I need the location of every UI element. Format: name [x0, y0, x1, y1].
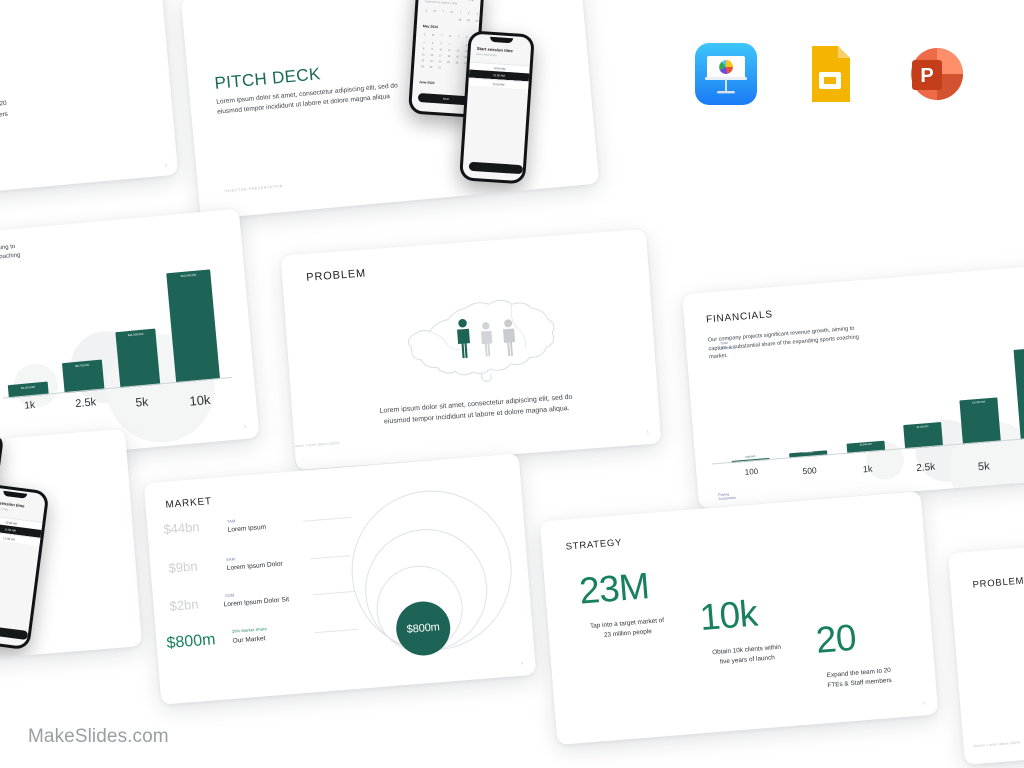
slide-title: STRATEGY: [565, 537, 623, 553]
slide-financials-right[interactable]: FINANCIALS Our company projects signific…: [682, 262, 1024, 509]
slide-strategy[interactable]: STRATEGY 23M Tap into a target market of…: [539, 491, 939, 745]
market-tag-2: SOM: [224, 592, 235, 599]
bar-value-label: $6,750,000: [916, 425, 929, 430]
stat-number-1: 10k: [698, 592, 759, 639]
market-value-3: $800m: [165, 631, 217, 653]
slide-body: ue growth, aiming tonding sports coachin…: [0, 243, 21, 264]
leader-line-2: [313, 590, 356, 595]
phone-notch: [2, 490, 27, 499]
bar-value-label: $11,500,000: [127, 331, 144, 338]
slide-source: Source: Lorem Ipsum (2024): [973, 740, 1021, 749]
slide-problem-right[interactable]: PROBLEM Source: Lorem Ipsum (2024): [948, 527, 1024, 765]
x-tick-label-1: 2.5k: [74, 396, 97, 411]
calendar-month-1: May 2024: [422, 24, 438, 30]
page-number: 5: [243, 423, 247, 429]
slide-strategy-partial[interactable]: k s within nch 20 Expand the team to 20 …: [0, 0, 179, 201]
slide-source: Source: Lorem Ipsum (2024): [292, 440, 340, 449]
phone-subheading: Pick a time of day: [0, 506, 9, 512]
keynote-icon[interactable]: [694, 42, 757, 105]
bar-2: $11,500,000: [115, 328, 161, 388]
stat-number-0: 23M: [577, 565, 651, 612]
bar-5: $25,000,000: [1013, 346, 1024, 440]
slide-title: PROBLEM: [972, 575, 1024, 591]
phone-mockup-time: Start session time Pick a time of day 10…: [459, 30, 535, 185]
svg-text:P: P: [920, 65, 933, 87]
time-confirm-button[interactable]: [468, 161, 524, 175]
slide-pitch-deck[interactable]: PITCH DECK Lorem ipsum dolor sit amet, c…: [180, 0, 600, 220]
time-confirm-button[interactable]: [0, 623, 29, 641]
market-tag-1: SAM: [225, 556, 236, 563]
map-outline: [408, 299, 555, 382]
powerpoint-icon[interactable]: P: [902, 42, 964, 104]
slide-title: FINANCIALS: [705, 309, 774, 326]
bar-value-label: $2,500,000: [20, 384, 36, 390]
bar-4: $11,500,000: [959, 397, 1001, 445]
phone-heading: Start session time: [476, 45, 513, 54]
bar-1: $6,750,000: [61, 359, 105, 394]
stat-number-2: 20: [814, 616, 858, 661]
calendar-month-2: June 2024: [418, 79, 435, 85]
slide-problem[interactable]: PROBLEM Lorem ipsum dolor sit amet, cons…: [280, 228, 662, 471]
bar-value-label: $2,500,000: [859, 442, 872, 447]
page-number: 4: [520, 660, 524, 666]
phone-subheading: Travel start to choose a date: [424, 0, 458, 6]
page-number: 6: [165, 162, 168, 168]
x-tick-label-0: 100: [744, 466, 759, 477]
page-number: 6: [922, 700, 926, 706]
market-tag-0: TAM: [226, 518, 236, 524]
page-number: 3: [646, 429, 649, 435]
x-axis-label: Paying Customers: [718, 491, 737, 502]
market-value-1: $9bn: [167, 558, 199, 576]
market-tag-3: 10% Market Share: [231, 626, 267, 634]
slide-title: PROBLEM: [305, 267, 367, 284]
bar-value-label: $25,000,000: [180, 272, 197, 279]
slide-product-phones[interactable]: Select start session date Travel start t…: [0, 428, 143, 670]
bar-group: $2,500,000 $6,750,000 $11,500,000 $25,00…: [0, 248, 232, 399]
market-label-1: Lorem Ipsum Dolor: [226, 560, 283, 573]
person-icon-muted: [480, 322, 493, 357]
phone-mockup-time: Start session time Pick a time of day 10…: [0, 482, 50, 651]
market-label-0: Lorem Ipsum: [227, 523, 267, 534]
site-watermark: MakeSlides.com: [28, 726, 169, 747]
slide-footer: INVESTOR PRESENTATION: [224, 184, 284, 194]
phone-notch: [489, 36, 513, 44]
bar-value-label: $11,500,000: [971, 400, 986, 405]
bar-value-label: $6,750,000: [75, 362, 90, 368]
slide-title: MARKET: [165, 496, 213, 511]
google-slides-icon[interactable]: [798, 42, 860, 104]
market-value-2: $2bn: [169, 596, 200, 614]
person-icon-highlighted: [457, 318, 470, 359]
market-label-2: Lorem Ipsum Dolor Sit: [223, 596, 290, 609]
slide-market[interactable]: MARKET $44bn TAM Lorem Ipsum $9bn SAM Lo…: [143, 453, 537, 705]
leader-line-1: [310, 555, 351, 559]
person-icon-muted: [503, 319, 516, 357]
phone-subheading: Pick a time of day: [476, 52, 497, 58]
x-tick-label-1: 500: [802, 465, 818, 477]
market-value-0: $44bn: [162, 519, 201, 537]
x-tick-label-0: 1k: [23, 399, 36, 412]
leader-line-3: [314, 628, 359, 633]
bar-chart: $2,500,000 $6,750,000 $11,500,000 $25,00…: [0, 248, 232, 412]
leader-line-0: [303, 516, 352, 522]
market-label-3: Our Market: [232, 635, 266, 645]
bar-3: $25,000,000: [166, 269, 221, 383]
x-tick-label-3: 10k: [188, 391, 212, 409]
app-icon-row: P: [694, 42, 964, 105]
slide-body: Lorem ipsum dolor sit amet, consectetur …: [379, 393, 573, 426]
bar-value-label: $25,000,000: [1014, 349, 1024, 355]
y-axis-label: Total Revenue: [719, 340, 735, 351]
